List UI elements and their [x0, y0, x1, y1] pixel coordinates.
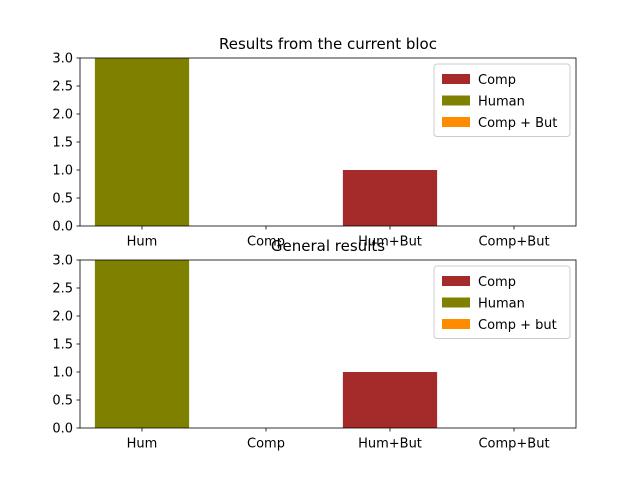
- legend-swatch: [442, 297, 470, 308]
- legend-swatch: [442, 319, 470, 329]
- legend-swatch: [442, 117, 470, 127]
- y-tick-label: 0.0: [52, 422, 73, 437]
- x-tick-label: Hum: [127, 235, 158, 250]
- x-tick-label: Comp: [247, 437, 285, 452]
- y-tick-label: 0.5: [52, 394, 73, 409]
- legend-label: Human: [478, 95, 525, 110]
- bar-human-hum: [94, 260, 190, 428]
- y-tick-label: 0.5: [52, 192, 73, 207]
- y-tick-label: 2.0: [52, 310, 73, 325]
- y-tick-label: 3.0: [52, 52, 73, 67]
- y-tick-label: 2.0: [52, 108, 73, 123]
- y-tick-label: 1.0: [52, 164, 73, 179]
- bar-human-hum: [94, 58, 190, 226]
- legend-label: Human: [478, 297, 525, 312]
- legend-swatch: [442, 276, 470, 286]
- legend-swatch: [442, 74, 470, 84]
- chart-current-bloc: 0.0 0.5 1.0 1.5 2.0 2.5 3.0 Hum Comp Hum+But Comp+…: [52, 35, 577, 250]
- bar-comp-hum-but: [342, 372, 438, 428]
- y-tick-label: 1.5: [52, 338, 73, 353]
- legend-label: Comp: [478, 275, 516, 290]
- chart-title: Results from the current bloc: [219, 35, 437, 53]
- x-tick-label: Comp+But: [478, 437, 549, 452]
- legend: Comp Human Comp + But: [433, 63, 571, 137]
- bar-comp-hum-but: [342, 170, 438, 226]
- y-tick-label: 2.5: [52, 80, 73, 95]
- x-tick-label: Comp: [247, 235, 285, 250]
- legend-label: Comp: [478, 73, 516, 88]
- legend-label: Comp + but: [478, 318, 557, 333]
- chart-general-results: 0.0 0.5 1.0 1.5 2.0 2.5 3.0 Hum Comp Hum+But Comp+…: [52, 237, 577, 452]
- y-tick-label: 2.5: [52, 282, 73, 297]
- y-tick-label: 0.0: [52, 220, 73, 235]
- legend-swatch: [442, 95, 470, 106]
- chart-title: General results: [271, 237, 385, 255]
- x-tick-label: Hum+But: [358, 437, 422, 452]
- y-tick-label: 1.5: [52, 136, 73, 151]
- y-tick-label: 3.0: [52, 254, 73, 269]
- legend-label: Comp + But: [478, 116, 557, 131]
- legend: Comp Human Comp + but: [433, 265, 571, 339]
- y-tick-label: 1.0: [52, 366, 73, 381]
- x-tick-label: Comp+But: [478, 235, 549, 250]
- x-tick-label: Hum+But: [358, 235, 422, 250]
- x-tick-label: Hum: [127, 437, 158, 452]
